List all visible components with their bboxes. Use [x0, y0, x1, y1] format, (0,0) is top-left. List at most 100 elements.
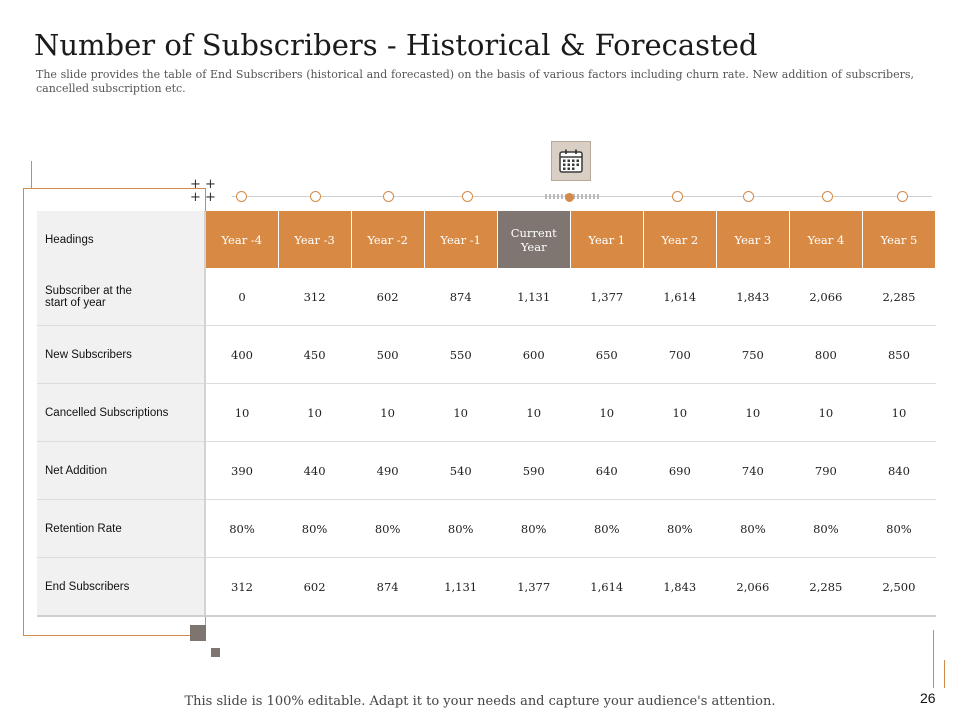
table-cell: 312 — [205, 557, 279, 617]
table-cell: 550 — [424, 325, 498, 384]
table-cell: 1,131 — [424, 557, 498, 617]
table-cell: 400 — [205, 325, 279, 384]
slide-subtitle: The slide provides the table of End Subs… — [36, 68, 914, 95]
table-cell: 790 — [789, 441, 863, 500]
table-cell: 1,131 — [497, 268, 571, 326]
plus-icon: + + — [190, 190, 216, 205]
header-cell: Current Year — [497, 211, 571, 268]
timeline-dot — [462, 191, 473, 202]
table-cell: 10 — [789, 383, 863, 442]
timeline-dot-current — [565, 193, 574, 202]
row-label: End Subscribers — [37, 557, 206, 617]
table-cell: 80% — [862, 499, 936, 558]
footer-note: This slide is 100% editable. Adapt it to… — [184, 694, 776, 709]
calendar-icon — [551, 141, 591, 181]
table-cell: 600 — [497, 325, 571, 384]
table-row: Subscriber at the start of year 0 312 602 87… — [37, 268, 936, 326]
header-cell-headings: Headings — [37, 211, 206, 268]
table-cell: 540 — [424, 441, 498, 500]
header-cell: Year 4 — [789, 211, 863, 268]
header-cell: Year 2 — [643, 211, 717, 268]
slide-title: Number of Subscribers - Historical & For… — [34, 28, 758, 62]
table-row: End Subscribers 312 602 874 1,131 1,377 1,614 1… — [37, 557, 936, 617]
table-cell: 700 — [643, 325, 717, 384]
table-cell: 10 — [278, 383, 352, 442]
timeline-dot — [672, 191, 683, 202]
table-cell: 80% — [424, 499, 498, 558]
table-cell: 750 — [716, 325, 790, 384]
timeline-dot — [743, 191, 754, 202]
table-cell: 1,843 — [643, 557, 717, 617]
table-cell: 2,285 — [789, 557, 863, 617]
table-cell: 500 — [351, 325, 425, 384]
timeline-dot — [897, 191, 908, 202]
header-cell: Year 5 — [862, 211, 937, 268]
table-cell: 80% — [643, 499, 717, 558]
header-cell: Year 3 — [716, 211, 790, 268]
table-cell: 10 — [643, 383, 717, 442]
table-cell: 1,614 — [643, 268, 717, 326]
table-row: New Subscribers 400 450 500 550 600 650 700 750 8… — [37, 325, 936, 384]
right-accent-line — [933, 630, 934, 688]
header-cell: Year -3 — [278, 211, 352, 268]
table-cell: 80% — [789, 499, 863, 558]
table-header-row: Headings Year -4 Year -3 Year -2 Year -1 Curr… — [37, 211, 937, 268]
timeline-dot — [310, 191, 321, 202]
table-row: Cancelled Subscriptions 10 10 10 10 10 10 10 10 1… — [37, 383, 936, 442]
table-cell: 10 — [424, 383, 498, 442]
timeline-dot — [822, 191, 833, 202]
table-cell: 10 — [497, 383, 571, 442]
row-label: Net Addition — [37, 441, 206, 500]
table-cell: 440 — [278, 441, 352, 500]
table-cell: 640 — [570, 441, 644, 500]
header-cell: Year 1 — [570, 211, 644, 268]
decor-square-large — [190, 625, 206, 641]
table-cell: 2,066 — [789, 268, 863, 326]
table-cell: 840 — [862, 441, 936, 500]
table-cell: 312 — [278, 268, 352, 326]
timeline-dot — [236, 191, 247, 202]
timeline-dot — [383, 191, 394, 202]
table-cell: 80% — [278, 499, 352, 558]
table-cell: 0 — [205, 268, 279, 326]
table-cell: 1,614 — [570, 557, 644, 617]
table-cell: 390 — [205, 441, 279, 500]
table-cell: 874 — [351, 557, 425, 617]
header-cell: Year -1 — [424, 211, 498, 268]
table-cell: 1,377 — [570, 268, 644, 326]
table-cell: 740 — [716, 441, 790, 500]
subscribers-table: Headings Year -4 Year -3 Year -2 Year -1 Curr… — [37, 211, 937, 617]
table-cell: 850 — [862, 325, 936, 384]
table-cell: 10 — [862, 383, 936, 442]
page-number: 26 — [920, 690, 936, 706]
table-cell: 1,377 — [497, 557, 571, 617]
table-cell: 590 — [497, 441, 571, 500]
header-cell: Year -2 — [351, 211, 425, 268]
row-label: Subscriber at the start of year — [37, 268, 206, 326]
table-cell: 10 — [205, 383, 279, 442]
table-row: Net Addition 390 440 490 540 590 640 690 740 790 8… — [37, 441, 936, 500]
row-label: New Subscribers — [37, 325, 206, 384]
table-cell: 10 — [716, 383, 790, 442]
row-label: Cancelled Subscriptions — [37, 383, 206, 442]
table-cell: 80% — [351, 499, 425, 558]
table-cell: 80% — [205, 499, 279, 558]
right-accent-line-2 — [944, 660, 945, 688]
header-cell: Year -4 — [205, 211, 279, 268]
table-row: Retention Rate 80% 80% 80% 80% 80% 80% 80% 80% 80… — [37, 499, 936, 558]
table-cell: 2,066 — [716, 557, 790, 617]
table-cell: 80% — [570, 499, 644, 558]
table-cell: 800 — [789, 325, 863, 384]
table-cell: 2,500 — [862, 557, 936, 617]
table-cell: 602 — [278, 557, 352, 617]
table-cell: 690 — [643, 441, 717, 500]
left-accent-line — [31, 161, 32, 189]
decor-square-small — [211, 648, 220, 657]
table-cell: 874 — [424, 268, 498, 326]
table-cell: 650 — [570, 325, 644, 384]
table-cell: 80% — [497, 499, 571, 558]
table-cell: 2,285 — [862, 268, 936, 326]
table-cell: 80% — [716, 499, 790, 558]
table-cell: 10 — [570, 383, 644, 442]
table-cell: 490 — [351, 441, 425, 500]
